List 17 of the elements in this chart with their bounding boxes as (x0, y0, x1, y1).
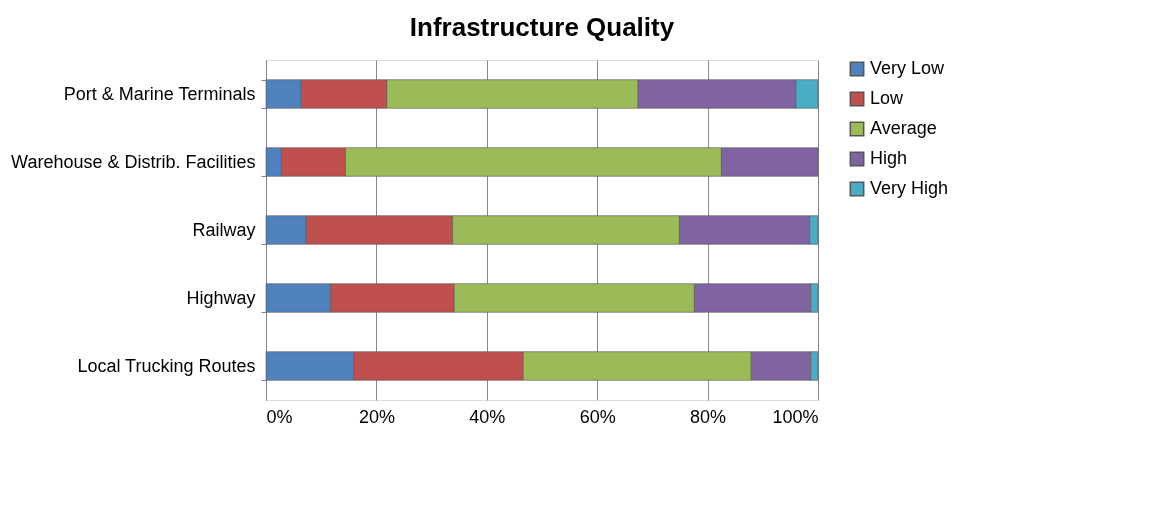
y-tick-label: Local Trucking Routes (77, 355, 256, 376)
x-tick-label: 0% (266, 406, 293, 427)
x-tick-label: 80% (690, 406, 727, 427)
y-tick-label: Highway (186, 287, 256, 308)
y-tick-label: Railway (192, 219, 256, 240)
y-tick-label: Port & Marine Terminals (63, 83, 256, 104)
x-tick-label: 20% (358, 406, 395, 427)
legend-label: Average (870, 118, 937, 138)
chart-title: Infrastructure Quality (409, 12, 675, 42)
legend-label: Very Low (870, 58, 946, 78)
x-tick-label: 100% (772, 406, 819, 427)
legend-label: High (870, 148, 908, 168)
legend-label: Very High (870, 178, 949, 198)
legend-label: Low (870, 88, 905, 108)
y-tick-label: Warehouse & Distrib. Facilities (11, 151, 256, 172)
x-tick-label: 40% (469, 406, 506, 427)
x-tick-label: 60% (579, 406, 616, 427)
